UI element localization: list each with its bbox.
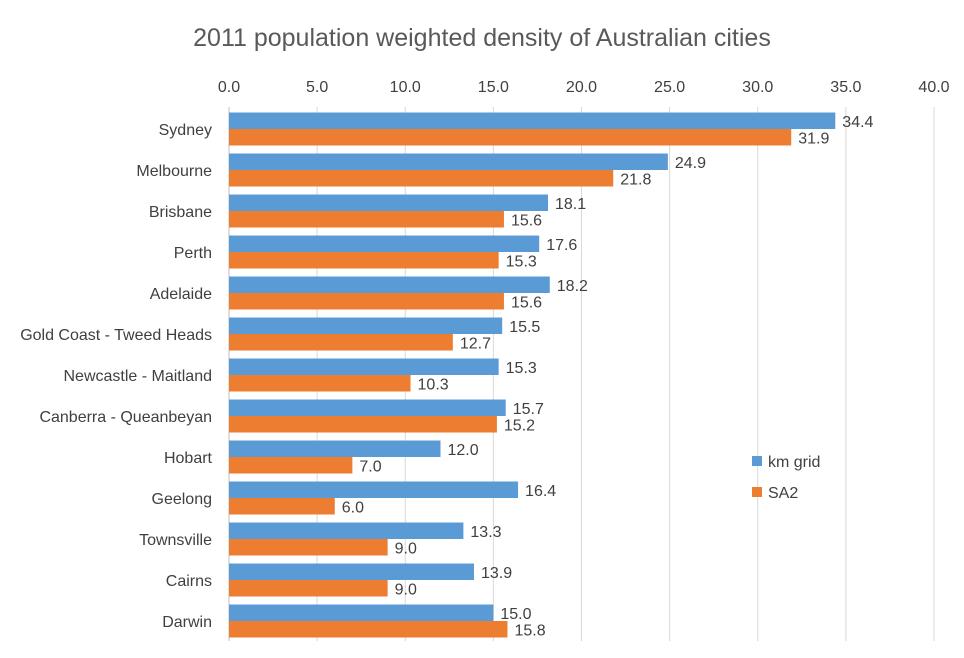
bar-km-grid — [229, 604, 494, 621]
x-tick-label: 5.0 — [306, 79, 328, 96]
bar-sa2 — [229, 539, 388, 556]
category-label: Brisbane — [149, 204, 212, 221]
bar-km-grid — [229, 522, 464, 539]
bar-km-grid — [229, 153, 668, 170]
x-tick-label: 0.0 — [218, 79, 240, 96]
data-label: 21.8 — [620, 171, 651, 188]
data-label: 17.6 — [546, 237, 577, 254]
bar-sa2 — [229, 129, 792, 146]
legend-label: SA2 — [768, 485, 798, 502]
bar-sa2 — [229, 334, 453, 351]
data-label: 9.0 — [395, 581, 417, 598]
bar-sa2 — [229, 498, 335, 515]
bar-sa2 — [229, 170, 614, 187]
bar-sa2 — [229, 293, 504, 310]
bar-sa2 — [229, 580, 388, 597]
data-label: 15.8 — [514, 622, 545, 639]
x-tick-label: 20.0 — [566, 79, 597, 96]
data-label: 12.0 — [448, 442, 479, 459]
data-label: 15.2 — [504, 417, 535, 434]
data-label: 6.0 — [342, 499, 364, 516]
data-label: 7.0 — [359, 458, 381, 475]
bar-km-grid — [229, 112, 836, 129]
category-label: Cairns — [166, 573, 212, 590]
bar-sa2 — [229, 252, 499, 269]
data-label: 10.3 — [418, 376, 449, 393]
data-label: 15.3 — [506, 360, 537, 377]
bar-km-grid — [229, 276, 550, 293]
bar-km-grid — [229, 358, 499, 375]
bar-sa2 — [229, 375, 411, 392]
data-label: 15.3 — [506, 253, 537, 270]
category-label: Hobart — [164, 450, 213, 467]
data-label: 15.7 — [513, 401, 544, 418]
x-tick-label: 30.0 — [742, 79, 773, 96]
category-label: Newcastle - Maitland — [64, 368, 213, 385]
bar-km-grid — [229, 194, 549, 211]
data-label: 15.5 — [509, 319, 540, 336]
data-label: 13.3 — [470, 524, 501, 541]
data-label: 15.6 — [511, 212, 542, 229]
category-label: Melbourne — [136, 163, 212, 180]
legend-label: km grid — [768, 454, 820, 471]
legend-swatch — [752, 487, 762, 497]
bar-km-grid — [229, 317, 503, 334]
chart-title: 2011 population weighted density of Aust… — [193, 24, 771, 52]
data-label: 18.2 — [557, 278, 588, 295]
bar-sa2 — [229, 211, 504, 228]
category-label: Darwin — [162, 614, 212, 631]
bar-sa2 — [229, 621, 508, 638]
category-label: Geelong — [152, 491, 213, 508]
x-tick-label: 35.0 — [830, 79, 861, 96]
bar-sa2 — [229, 457, 353, 474]
data-label: 15.6 — [511, 294, 542, 311]
category-label: Canberra - Queanbeyan — [39, 409, 212, 426]
category-label: Perth — [174, 245, 212, 262]
category-label: Townsville — [139, 532, 212, 549]
bar-km-grid — [229, 563, 474, 580]
bar-km-grid — [229, 235, 540, 252]
data-label: 24.9 — [675, 155, 706, 172]
data-label: 12.7 — [460, 335, 491, 352]
x-tick-label: 40.0 — [918, 79, 949, 96]
data-label: 34.4 — [842, 114, 873, 131]
data-label: 16.4 — [525, 483, 556, 500]
data-label: 9.0 — [395, 540, 417, 557]
legend-swatch — [752, 456, 762, 466]
category-label: Gold Coast - Tweed Heads — [20, 327, 212, 344]
x-tick-label: 15.0 — [478, 79, 509, 96]
x-tick-label: 10.0 — [390, 79, 421, 96]
category-label: Adelaide — [150, 286, 212, 303]
category-label: Sydney — [159, 122, 212, 139]
bar-km-grid — [229, 399, 506, 416]
data-label: 13.9 — [481, 565, 512, 582]
x-tick-label: 25.0 — [654, 79, 685, 96]
data-label: 31.9 — [798, 130, 829, 147]
data-label: 15.0 — [500, 606, 531, 623]
data-label: 18.1 — [555, 196, 586, 213]
bar-km-grid — [229, 481, 519, 498]
bar-sa2 — [229, 416, 497, 433]
bar-km-grid — [229, 440, 441, 457]
